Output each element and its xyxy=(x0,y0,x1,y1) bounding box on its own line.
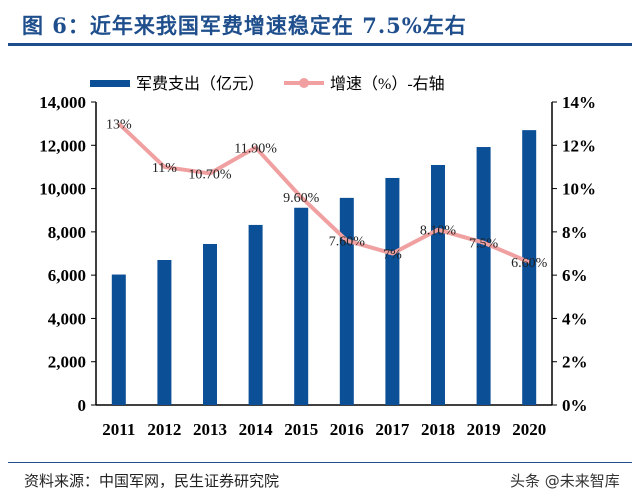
right-tick-label: 10% xyxy=(562,180,596,199)
x-tick-label: 2020 xyxy=(512,420,546,439)
chart: 0 2,000 4,000 6,000 8,000 10,000 12,000 14,000 0… xyxy=(39,75,596,439)
bar-2011 xyxy=(111,274,126,405)
line-data-label: 9.60% xyxy=(283,191,320,206)
line-data-label: 7.60% xyxy=(329,235,366,250)
legend-line-label: 增速（%）-右轴 xyxy=(330,75,445,93)
right-tick-label: 0% xyxy=(562,396,588,415)
title-divider xyxy=(8,43,632,46)
bar-2016 xyxy=(339,197,354,405)
right-tick-label: 2% xyxy=(562,353,588,372)
bar-2015 xyxy=(294,207,309,405)
x-tick-label: 2016 xyxy=(330,420,364,439)
x-tick-label: 2012 xyxy=(147,420,181,439)
line-data-label: 10.70% xyxy=(188,167,232,182)
left-tick-label: 8,000 xyxy=(48,223,86,242)
x-tick-label: 2011 xyxy=(102,420,135,439)
x-tick-label: 2018 xyxy=(421,420,455,439)
right-tick-label: 6% xyxy=(562,266,588,285)
line-data-label: 13% xyxy=(106,118,132,133)
legend-bar-swatch xyxy=(90,80,130,87)
x-tick-label: 2019 xyxy=(467,420,501,439)
x-tick-label: 2017 xyxy=(375,420,410,439)
left-tick-label: 10,000 xyxy=(39,180,86,199)
bar-2013 xyxy=(203,243,217,405)
left-tick-label: 12,000 xyxy=(39,136,86,155)
line-data-label: 6.60% xyxy=(511,256,548,271)
left-tick-label: 0 xyxy=(78,396,87,415)
line-data-label: 7.5% xyxy=(469,237,499,252)
line-data-label: 11% xyxy=(152,161,177,176)
bar-2014 xyxy=(248,224,263,405)
right-tick-label: 12% xyxy=(562,136,596,155)
left-tick-label: 14,000 xyxy=(39,93,86,112)
left-tick-label: 4,000 xyxy=(48,309,86,328)
line-data-label: 8.10% xyxy=(420,224,457,239)
bar-2018 xyxy=(431,164,445,405)
left-tick-label: 6,000 xyxy=(48,266,86,285)
left-tick-label: 2,000 xyxy=(48,353,86,372)
growth-line xyxy=(117,122,530,264)
line-data-label: 11.90% xyxy=(234,141,277,156)
legend-line-marker xyxy=(299,78,309,88)
x-tick-label: 2014 xyxy=(239,420,274,439)
right-tick-label: 14% xyxy=(562,93,596,112)
bar-2019 xyxy=(476,147,491,405)
x-tick-label: 2013 xyxy=(193,420,227,439)
footer-divider xyxy=(8,462,632,463)
right-tick-label: 4% xyxy=(562,309,588,328)
bar-2017 xyxy=(385,177,400,405)
watermark: 头条 @未来智库 xyxy=(510,472,620,490)
x-tick-label: 2015 xyxy=(284,420,318,439)
line-data-label: 7% xyxy=(383,248,402,263)
legend-bar-label: 军费支出（亿元） xyxy=(136,75,264,93)
bar-2020 xyxy=(522,130,537,405)
right-tick-label: 8% xyxy=(562,223,588,242)
source-note: 资料来源：中国军网，民生证券研究院 xyxy=(24,472,280,490)
bar-2012 xyxy=(157,259,172,405)
chart-title: 图 6：近年来我国军费增速稳定在 7.5%左右 xyxy=(22,13,467,38)
